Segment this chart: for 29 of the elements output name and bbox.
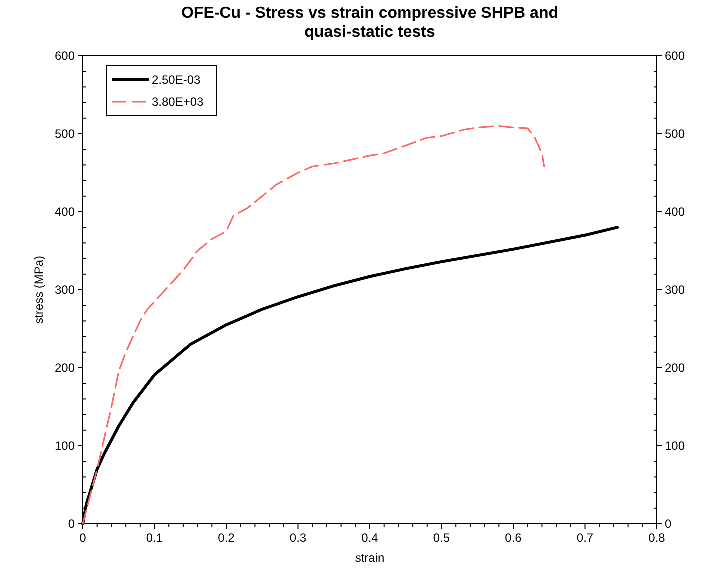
y-tick-label: 500: [54, 127, 76, 141]
x-tick-label: 0.2: [218, 531, 236, 545]
x-tick-label: 0.8: [648, 531, 666, 545]
x-tick-label: 0.4: [362, 531, 379, 545]
x-axis-title: strain: [355, 551, 385, 565]
x-tick-label: 0.1: [146, 531, 164, 545]
y2-tick-label: 400: [665, 205, 686, 219]
legend-label: 2.50E-03: [152, 73, 202, 87]
y2-tick-label: 600: [665, 49, 686, 63]
y2-tick-label: 200: [665, 361, 686, 375]
y-tick-label: 600: [54, 49, 76, 63]
x-tick-label: 0.7: [576, 531, 594, 545]
y2-tick-label: 100: [665, 439, 686, 453]
y-tick-label: 200: [54, 361, 76, 375]
y-axis-title: stress (MPa): [32, 256, 46, 324]
x-tick-label: 0: [80, 531, 87, 545]
y-tick-label: 100: [54, 439, 76, 453]
y-tick-label: 300: [54, 283, 76, 297]
y2-tick-label: 0: [665, 517, 672, 531]
x-tick-label: 0.6: [505, 531, 522, 545]
y-tick-label: 400: [54, 205, 76, 219]
y2-tick-label: 300: [665, 283, 686, 297]
y2-tick-label: 500: [665, 127, 686, 141]
x-tick-label: 0.3: [290, 531, 307, 545]
x-tick-label: 0.5: [433, 531, 450, 545]
y-tick-label: 0: [68, 517, 76, 531]
chart-title: OFE-Cu - Stress vs strain compressive SHPB and quasi-static tests: [181, 5, 559, 41]
legend-label: 3.80E+03: [152, 95, 204, 109]
line-series: [82, 125, 546, 525]
